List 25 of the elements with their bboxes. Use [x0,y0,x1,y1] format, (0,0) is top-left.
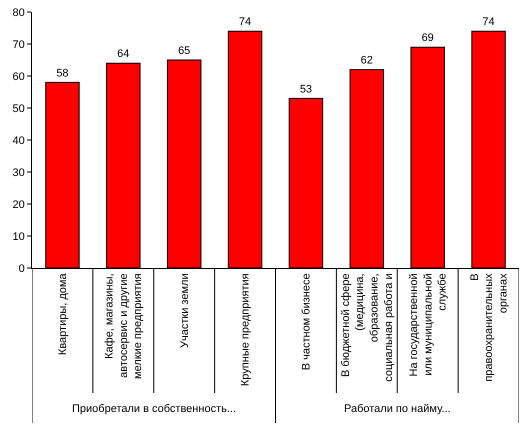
text: Работали по найму... [344,403,451,415]
text: Приобретали в собственность... [72,403,236,415]
y-tick-label: 0 [18,262,25,275]
y-tick-label: 50 [12,102,25,115]
data-label: 64 [117,48,130,60]
y-tick-label: 30 [12,166,25,179]
x-tick-label: В частном бизнесе [300,273,313,370]
data-label: 69 [422,32,434,44]
y-tick-label: 70 [12,38,25,51]
data-label: 53 [300,83,312,96]
data-label: 74 [482,16,495,28]
y-tick-label: 40 [12,134,25,147]
y-tick-label: 60 [12,70,25,83]
x-tick-label: Крупные предприятия [240,273,252,386]
y-tick-label: 20 [12,198,25,211]
x-tick-label: В бюджетной сфере (медицина, образование, социальная работа и [340,273,395,382]
x-tick-label: Квартиры, дома [57,272,70,356]
data-label: 74 [238,16,252,28]
y-tick-label: 10 [12,230,25,243]
x-tick-label: Кафе, магазины, автосервис и другие мелкие предприятия [104,273,144,379]
data-label: 65 [178,45,190,57]
x-tick-label: Участки земли [178,273,191,348]
y-tick-label: 80 [12,6,25,19]
data-label: 58 [56,67,69,80]
data-label: 62 [360,54,373,67]
